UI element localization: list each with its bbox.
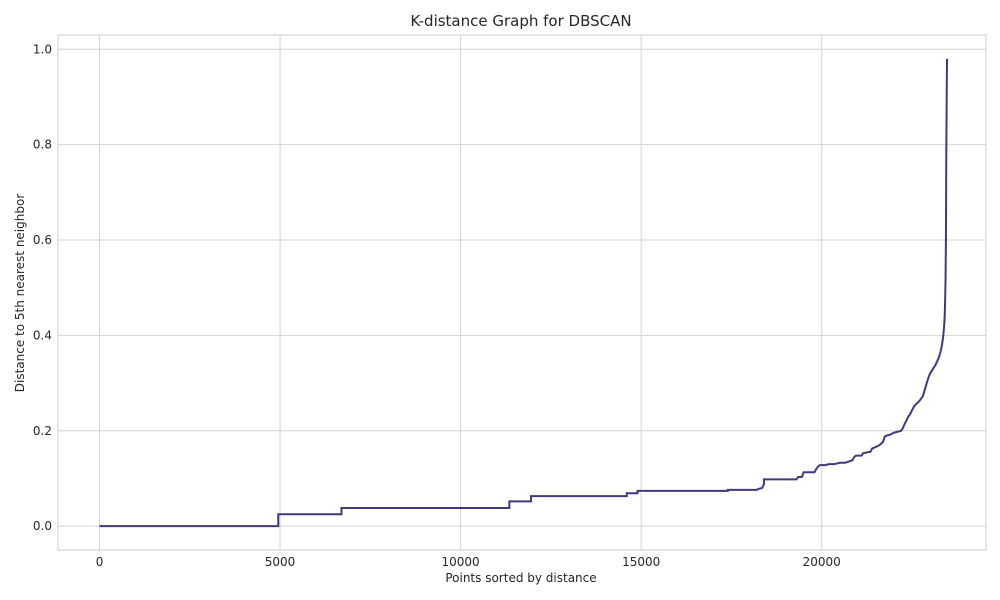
y-axis-title: Distance to 5th nearest neighbor: [13, 194, 27, 393]
y-tick-label: 0.4: [33, 328, 52, 342]
x-tick-label: 0: [96, 555, 104, 569]
series-layer: [99, 58, 948, 528]
y-tick-label: 0.0: [33, 519, 52, 533]
y-tick-label: 0.2: [33, 424, 52, 438]
x-axis-title: Points sorted by distance: [445, 571, 596, 585]
chart-title: K-distance Graph for DBSCAN: [410, 12, 631, 30]
y-tick-label: 0.8: [33, 138, 52, 152]
grid-lines: [58, 35, 986, 550]
plot-frame: [57, 34, 987, 551]
x-axis-ticks: 0 5000 10000 15000 20000: [96, 555, 841, 569]
x-tick-label: 20000: [803, 555, 841, 569]
y-tick-label: 0.6: [33, 233, 52, 247]
k-distance-line: [99, 58, 948, 528]
x-tick-label: 15000: [622, 555, 660, 569]
y-tick-label: 1.0: [33, 42, 52, 56]
x-tick-label: 5000: [265, 555, 296, 569]
x-tick-label: 10000: [442, 555, 480, 569]
y-axis-ticks: 0.0 0.2 0.4 0.6 0.8 1.0: [33, 42, 52, 533]
